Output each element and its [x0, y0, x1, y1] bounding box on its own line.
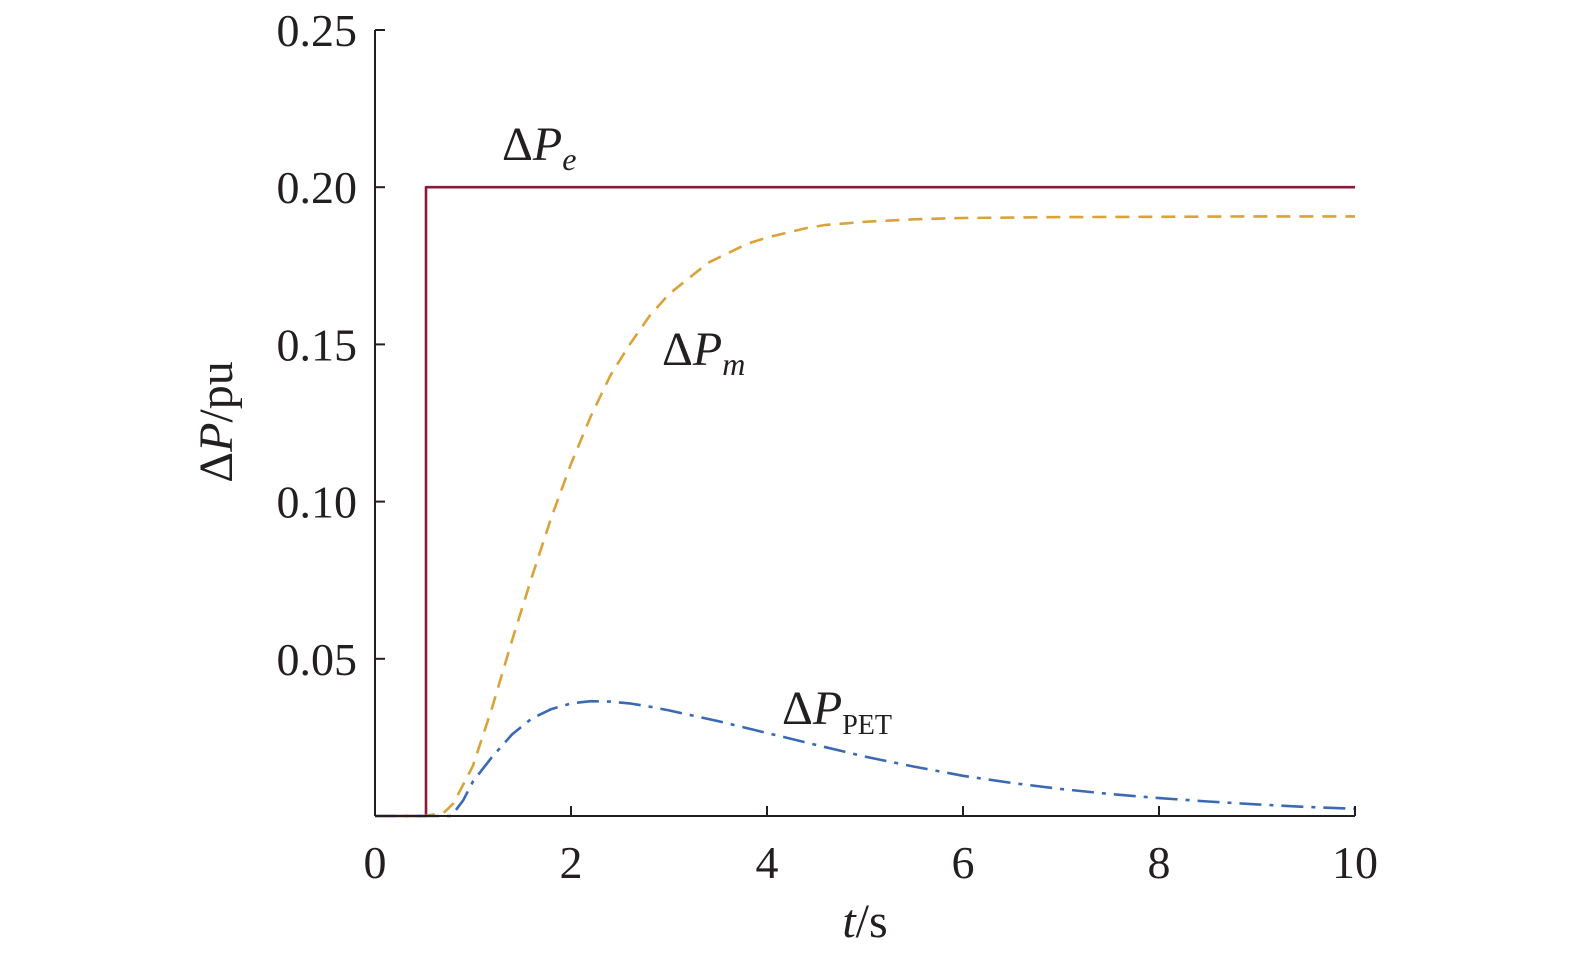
y-tick-label: 0.05: [277, 634, 358, 685]
y-axis-title: ΔP/pu: [190, 361, 243, 483]
series-line-pm: [375, 215, 1355, 818]
axes: [374, 30, 1355, 817]
y-tick-label: 0.15: [277, 319, 358, 370]
series-label-pe-delta: Δ: [502, 118, 533, 171]
x-axis-title-main: t: [842, 895, 857, 948]
series-label-pm: ΔPm: [662, 323, 745, 382]
series-label-pm-delta: Δ: [662, 323, 693, 376]
x-tick-label: 10: [1332, 837, 1378, 888]
x-tick-label: 8: [1148, 837, 1171, 888]
x-tick-label: 0: [364, 837, 387, 888]
series-label-ppet-delta: Δ: [782, 682, 813, 735]
x-tick-label: 6: [952, 837, 975, 888]
series-label-pe-main: P: [532, 118, 562, 171]
x-axis-title-unit: /s: [856, 895, 888, 948]
series-label-pe: ΔPe: [502, 118, 576, 177]
y-axis-title-main: P: [190, 423, 243, 453]
series-label-pe-sub: e: [562, 141, 576, 177]
series-label-ppet-main: P: [812, 682, 842, 735]
y-tick-label: 0.20: [277, 162, 358, 213]
y-tick-label: 0.25: [277, 5, 358, 56]
x-tick-label: 4: [756, 837, 779, 888]
series-label-pm-main: P: [692, 323, 722, 376]
series-label-pm-sub: m: [722, 346, 745, 382]
series-line-ppet: [375, 699, 1356, 818]
series-label-ppet: ΔPPET: [782, 682, 892, 741]
x-axis-title: t/s: [842, 895, 887, 948]
y-axis-title-delta: Δ: [190, 452, 243, 483]
x-tick-label: 2: [560, 837, 583, 888]
y-axis-title-unit: /pu: [190, 361, 243, 422]
y-tick-label: 0.10: [277, 477, 358, 528]
series-label-ppet-sub: PET: [842, 710, 892, 741]
tick-layer: 0 2 4 6 8 10 0.05 0.10 0.15 0.20 0.25: [277, 5, 1379, 888]
